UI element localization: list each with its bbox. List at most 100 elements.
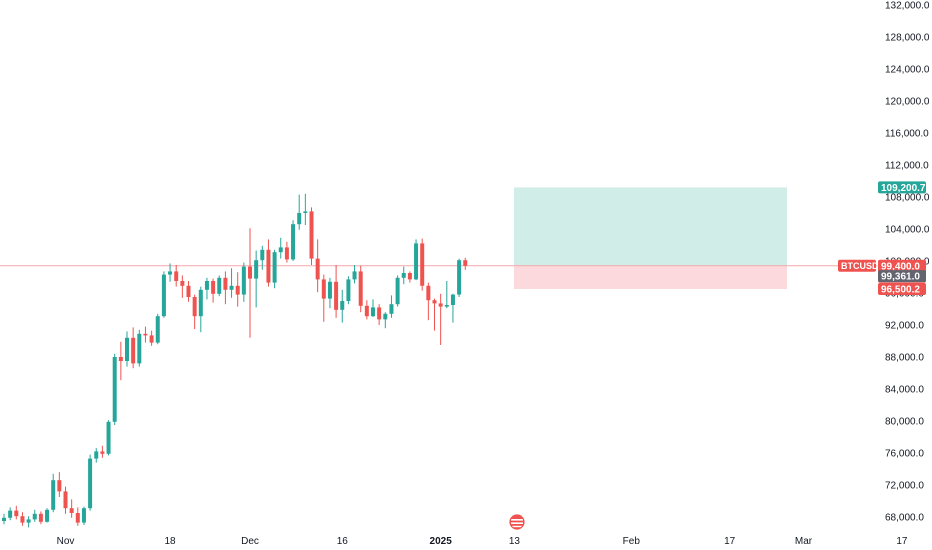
candle [118, 341, 123, 381]
candle [407, 271, 412, 283]
candle-body [192, 297, 197, 317]
candle [346, 276, 351, 305]
price-tick-label: 112,000.0 [885, 161, 929, 172]
us-flag-icon [510, 515, 524, 529]
candle-body [32, 513, 37, 520]
candle [358, 265, 363, 313]
candle [450, 293, 455, 323]
candle [2, 513, 6, 525]
candle-body [45, 509, 50, 522]
candle-body [57, 480, 62, 492]
candle [284, 241, 289, 263]
candle [155, 313, 160, 345]
stop-tag-bg [878, 282, 926, 295]
time-tick-label: 17 [724, 536, 736, 547]
candle-body [284, 247, 289, 260]
candle [168, 263, 173, 282]
candle-body [69, 508, 74, 513]
price-tick-label: 76,000.0 [885, 449, 924, 460]
candle [143, 326, 148, 343]
price-axis: 68,000.0 72,000.0 76,000.0 80,000.0 84,000.0… [885, 1, 930, 524]
candle [254, 250, 259, 308]
candle [420, 238, 425, 291]
candle [75, 507, 80, 526]
candle-body [131, 337, 136, 364]
candle-body [291, 224, 296, 260]
candle-body [315, 258, 320, 280]
candle-body [266, 249, 271, 283]
candle-body [143, 333, 148, 336]
candle-body [174, 271, 179, 281]
candle-body [407, 273, 412, 280]
candle-body [432, 300, 437, 304]
time-tick-label: Dec [241, 536, 259, 547]
candle-body [8, 510, 13, 518]
candle-body [204, 281, 209, 290]
candle [309, 207, 314, 265]
candle [364, 300, 369, 320]
candle-body [389, 304, 394, 314]
candle [235, 272, 240, 307]
time-tick-label: Mar [795, 536, 813, 547]
candle [20, 512, 25, 526]
candle-body [420, 243, 425, 286]
candle [291, 220, 296, 261]
candle-body [51, 480, 56, 510]
candle [303, 193, 308, 225]
candle [88, 454, 93, 511]
price-tick-label: 108,000.0 [885, 193, 930, 204]
economic-event-flag[interactable] [509, 514, 525, 530]
time-axis: Nov 18 Dec 16 2025 13 Feb 17 Mar 17 [57, 536, 908, 547]
entry-tag-bg [878, 270, 926, 283]
candle-body [217, 277, 222, 294]
candle [229, 268, 234, 298]
candle-body [371, 307, 375, 317]
candle [180, 275, 185, 298]
candle [63, 486, 68, 514]
candle [297, 194, 302, 230]
price-tick-label: 68,000.0 [885, 513, 924, 524]
candle-body [88, 458, 93, 509]
target-tag-bg [878, 181, 926, 194]
position-zones [514, 187, 787, 289]
candle-body [137, 333, 142, 364]
candle [340, 289, 345, 323]
candle-body [401, 273, 406, 278]
candle [57, 472, 62, 497]
candle [315, 239, 320, 293]
candle [278, 237, 283, 259]
candle-body [149, 335, 154, 343]
candle [26, 516, 31, 528]
candle-body [235, 285, 240, 295]
symbol-badge: BTCUSD [838, 259, 879, 272]
candle [69, 499, 74, 518]
time-tick-label: 2025 [430, 536, 453, 547]
time-tick-label: 18 [164, 536, 176, 547]
candle [32, 509, 37, 522]
candle [112, 353, 117, 425]
candle [125, 331, 129, 367]
price-tick-label: 84,000.0 [885, 385, 924, 396]
candle [352, 265, 357, 284]
candle-body [180, 281, 185, 286]
candle-body [463, 260, 468, 266]
candle-body [303, 211, 308, 213]
candle [94, 448, 99, 463]
candle-body [334, 281, 339, 310]
profit-zone [514, 187, 787, 267]
candle-body [352, 271, 357, 280]
candle [51, 473, 56, 513]
candle-body [63, 491, 68, 509]
candle [327, 277, 332, 309]
price-tick-label: 92,000.0 [885, 321, 924, 332]
candle-body [297, 213, 302, 225]
candle-body [395, 277, 400, 305]
price-tags: 109,200.7BTCUSD99,400.006:41:3499,361.09… [838, 181, 926, 295]
candles [2, 193, 468, 528]
candle-body [112, 357, 117, 422]
candle-body [457, 260, 462, 295]
symbol-badge-bg [838, 259, 876, 272]
price-tick-label: 116,000.0 [885, 129, 929, 140]
candle-body [241, 266, 246, 295]
